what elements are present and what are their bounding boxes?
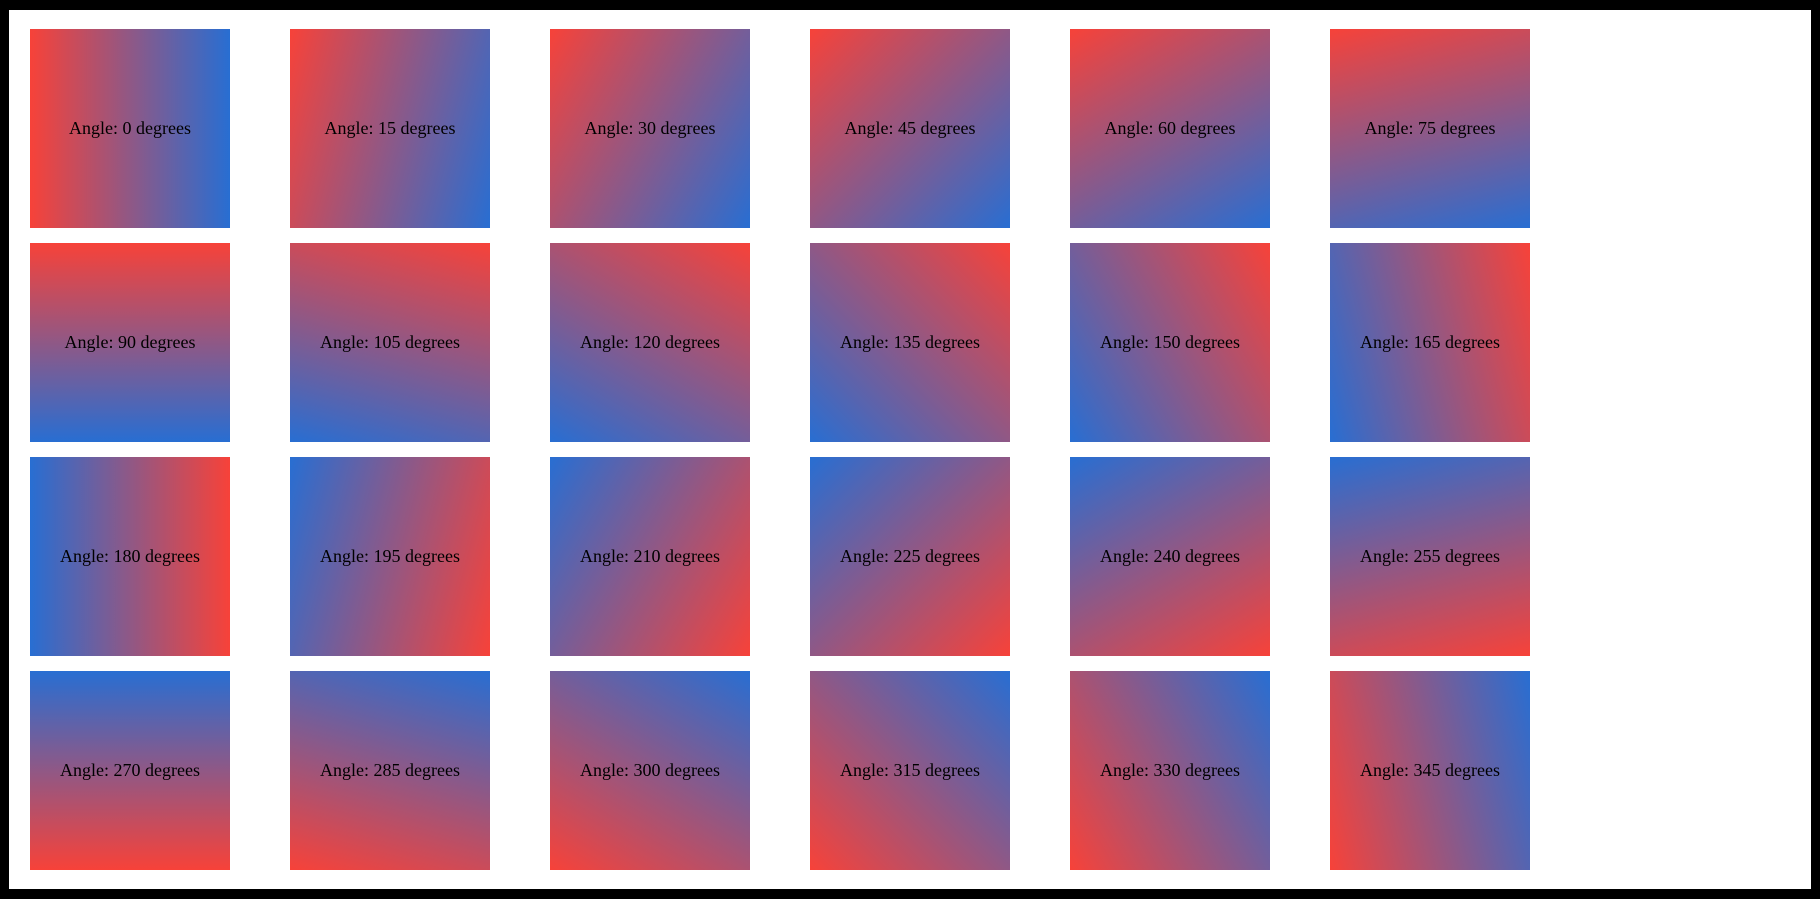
tile-angle-label: Angle: 210 degrees: [580, 545, 720, 566]
gradient-tile-grid: Angle: 0 degrees Angle: 15 degrees Angle…: [30, 29, 1530, 870]
tile-angle-label: Angle: 30 degrees: [584, 117, 716, 138]
gradient-tile: Angle: 255 degrees: [1330, 457, 1530, 656]
gradient-tile: Angle: 270 degrees: [30, 671, 230, 870]
gradient-tile: Angle: 165 degrees: [1330, 243, 1530, 442]
tile-angle-label: Angle: 270 degrees: [60, 759, 200, 780]
gradient-tile: Angle: 75 degrees: [1330, 29, 1530, 228]
gradient-tile: Angle: 0 degrees: [30, 29, 230, 228]
tile-angle-label: Angle: 285 degrees: [320, 759, 460, 780]
tile-angle-label: Angle: 45 degrees: [844, 117, 976, 138]
tile-angle-label: Angle: 195 degrees: [320, 545, 460, 566]
tile-angle-label: Angle: 165 degrees: [1360, 331, 1500, 352]
tile-angle-label: Angle: 180 degrees: [60, 545, 200, 566]
tile-angle-label: Angle: 15 degrees: [324, 117, 456, 138]
tile-angle-label: Angle: 90 degrees: [64, 331, 196, 352]
tile-angle-label: Angle: 315 degrees: [840, 759, 980, 780]
tile-angle-label: Angle: 150 degrees: [1100, 331, 1240, 352]
tile-angle-label: Angle: 345 degrees: [1360, 759, 1500, 780]
gradient-tile: Angle: 90 degrees: [30, 243, 230, 442]
gradient-tile: Angle: 150 degrees: [1070, 243, 1270, 442]
gradient-tile: Angle: 195 degrees: [290, 457, 490, 656]
gradient-tile: Angle: 135 degrees: [810, 243, 1010, 442]
gradient-tile: Angle: 210 degrees: [550, 457, 750, 656]
gradient-tile: Angle: 15 degrees: [290, 29, 490, 228]
page-background: Angle: 0 degrees Angle: 15 degrees Angle…: [9, 10, 1811, 889]
tile-angle-label: Angle: 135 degrees: [840, 331, 980, 352]
gradient-tile: Angle: 315 degrees: [810, 671, 1010, 870]
gradient-tile: Angle: 60 degrees: [1070, 29, 1270, 228]
tile-angle-label: Angle: 330 degrees: [1100, 759, 1240, 780]
gradient-tile: Angle: 225 degrees: [810, 457, 1010, 656]
tile-angle-label: Angle: 0 degrees: [69, 117, 191, 138]
gradient-tile: Angle: 330 degrees: [1070, 671, 1270, 870]
gradient-tile: Angle: 300 degrees: [550, 671, 750, 870]
tile-angle-label: Angle: 60 degrees: [1104, 117, 1236, 138]
tile-angle-label: Angle: 240 degrees: [1100, 545, 1240, 566]
gradient-tile: Angle: 240 degrees: [1070, 457, 1270, 656]
tile-angle-label: Angle: 105 degrees: [320, 331, 460, 352]
tile-angle-label: Angle: 300 degrees: [580, 759, 720, 780]
gradient-tile: Angle: 30 degrees: [550, 29, 750, 228]
gradient-tile: Angle: 345 degrees: [1330, 671, 1530, 870]
gradient-tile: Angle: 105 degrees: [290, 243, 490, 442]
gradient-tile: Angle: 285 degrees: [290, 671, 490, 870]
tile-angle-label: Angle: 75 degrees: [1364, 117, 1496, 138]
gradient-tile: Angle: 120 degrees: [550, 243, 750, 442]
tile-angle-label: Angle: 120 degrees: [580, 331, 720, 352]
gradient-tile: Angle: 180 degrees: [30, 457, 230, 656]
tile-angle-label: Angle: 225 degrees: [840, 545, 980, 566]
gradient-tile: Angle: 45 degrees: [810, 29, 1010, 228]
tile-angle-label: Angle: 255 degrees: [1360, 545, 1500, 566]
